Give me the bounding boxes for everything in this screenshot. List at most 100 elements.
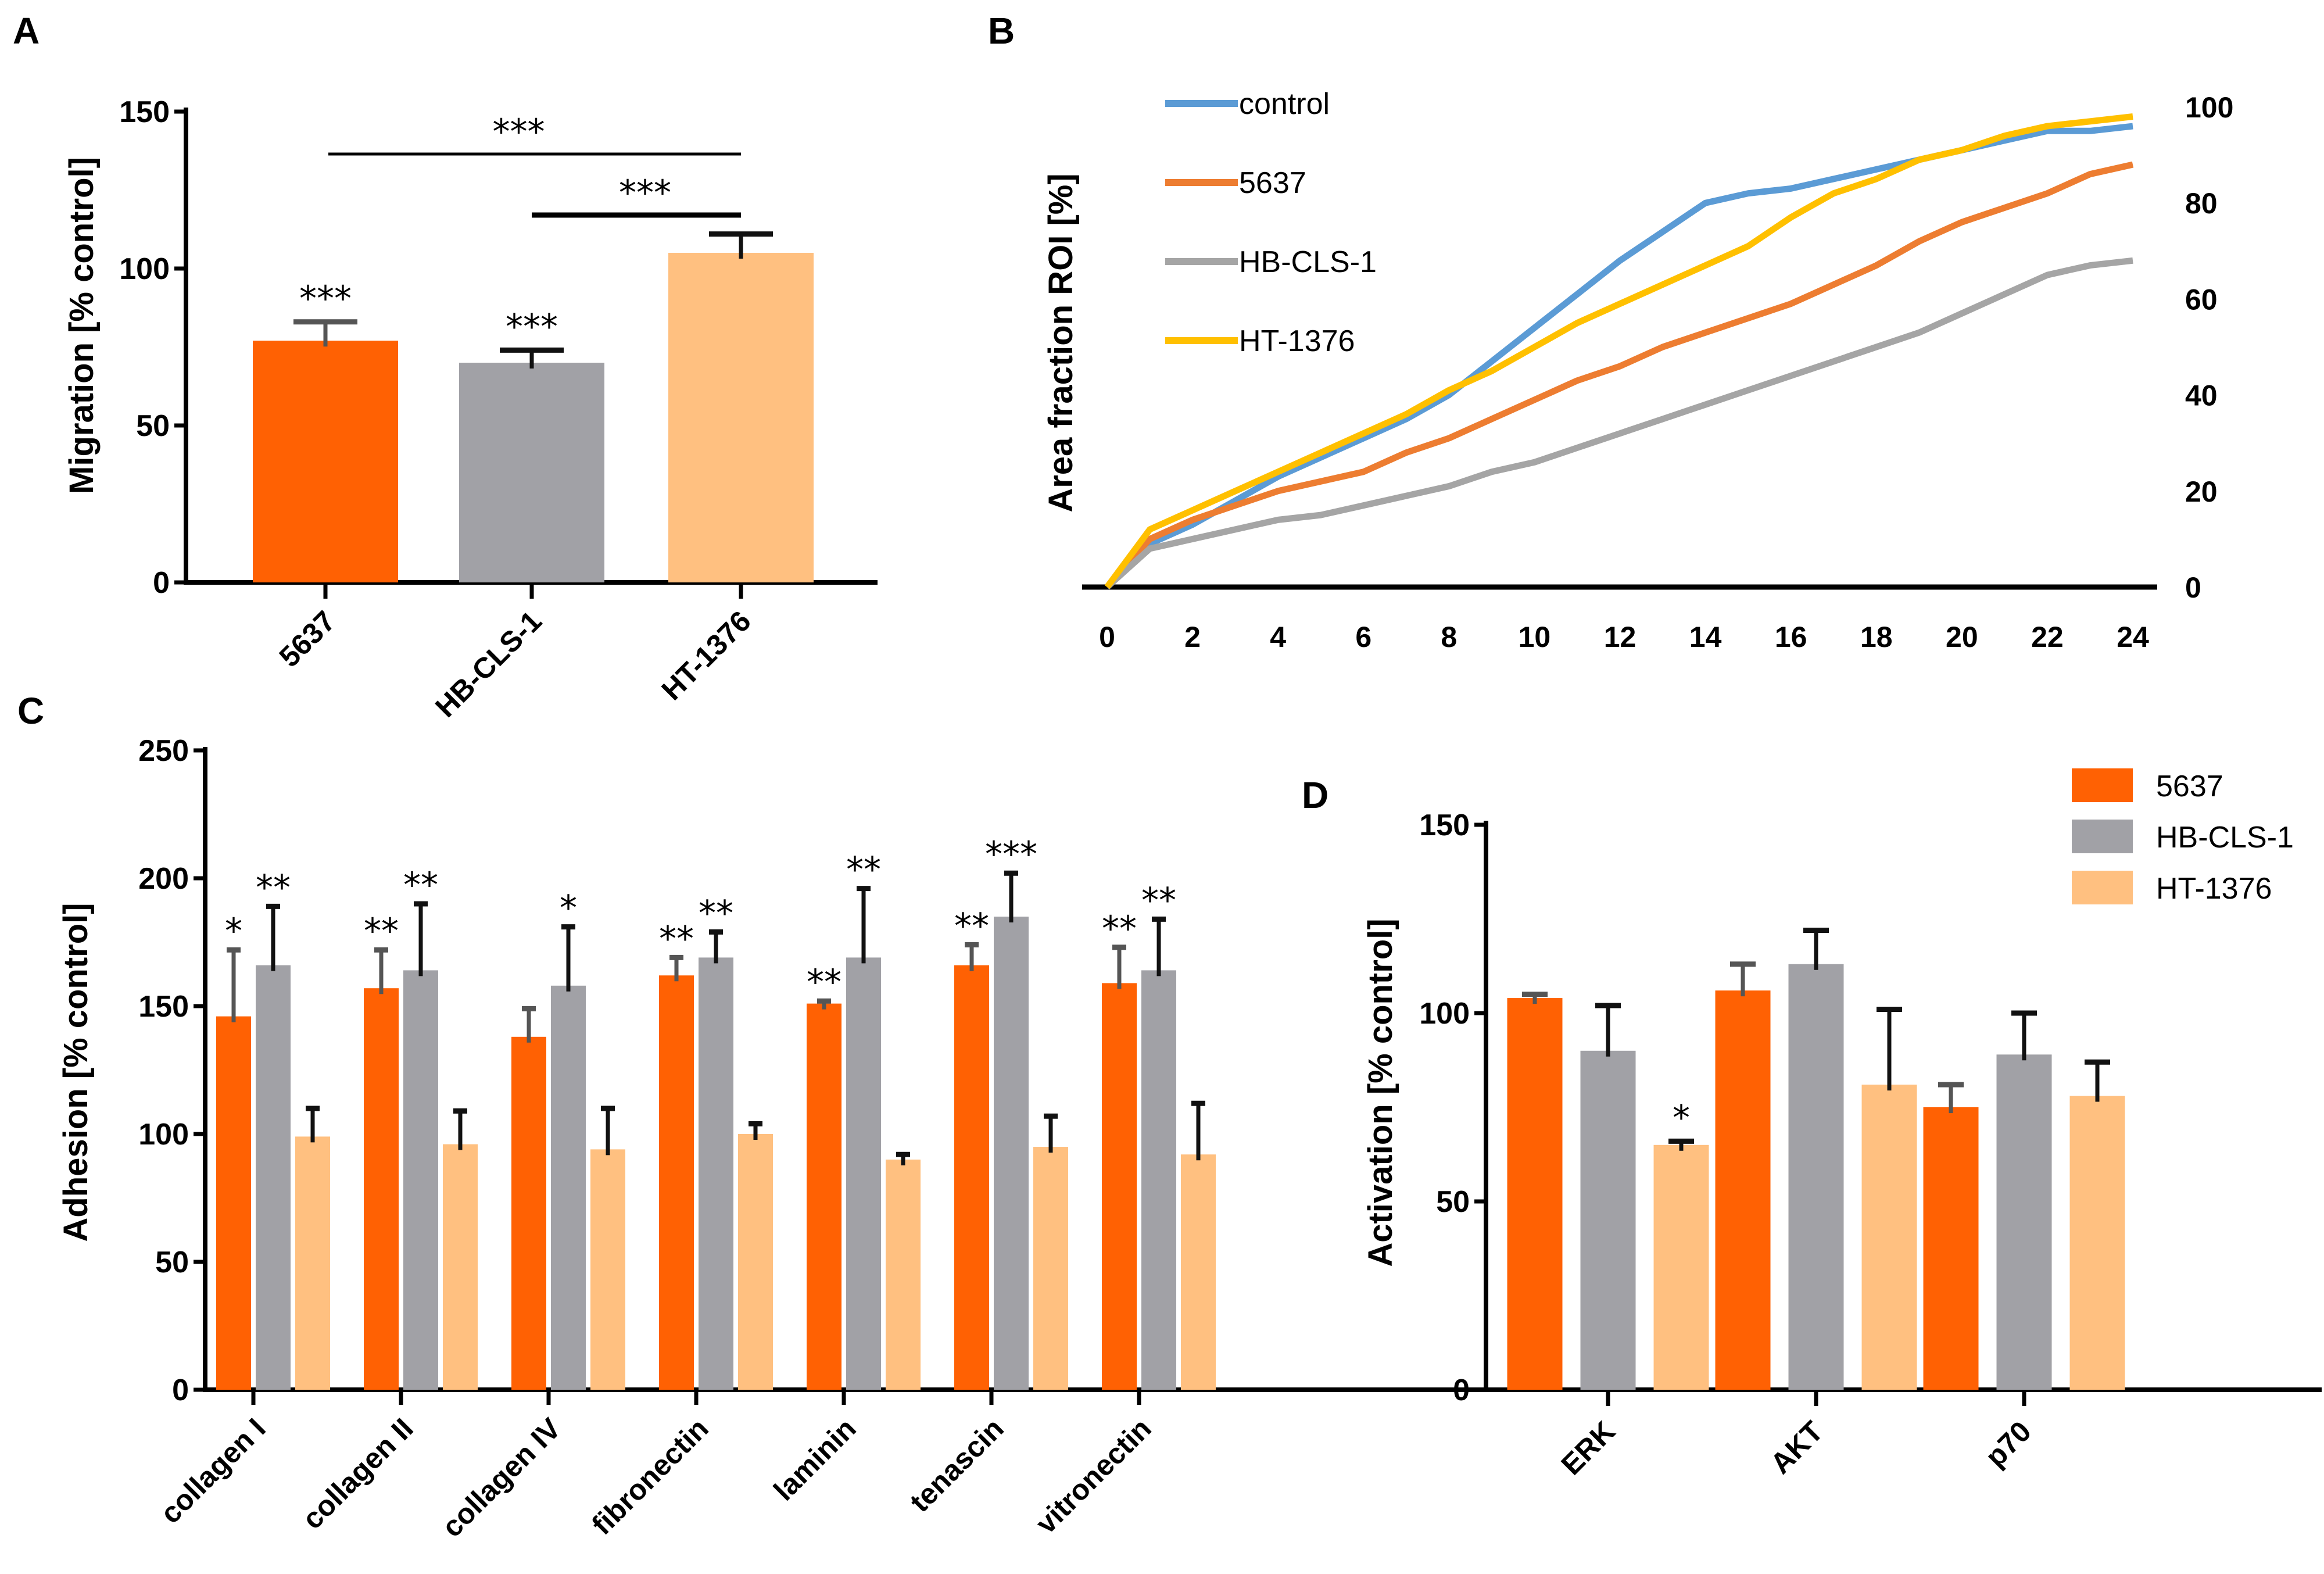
panel-b-line-HT-1376 [1104,113,2133,589]
panel-c-significance: ** [954,906,989,946]
panel-c-bar [443,1144,478,1390]
panel-b-line-HB-CLS-1 [1105,257,2133,590]
panel-letter-a: A [13,10,40,52]
panel-c-bar [295,1136,330,1390]
panel-d-legend-swatch [2072,820,2133,853]
panel-c-bar [511,1036,546,1390]
panel-b-ylabel: Area fraction ROI [%] [1042,173,1080,512]
panel-c-bar [886,1160,921,1390]
panel-c-bar [954,965,989,1390]
panel-a-x-tick-label: HT-1376 [656,604,757,706]
panel-c-y-tick-label: 150 [138,990,189,1024]
panel-b-x-tick-label: 14 [1689,621,1722,653]
panel-d-bar [1580,1050,1636,1390]
panel-b-legend-label: HB-CLS-1 [1239,245,1377,279]
panel-c-x-tick-label: vitronectin [1029,1412,1157,1540]
panel-a-x-tick-label: 5637 [273,604,342,673]
panel-c-significance: * [225,911,242,951]
panel-c-bar [699,957,733,1390]
panel-c-bar [846,957,881,1390]
panel-c-bar [1141,970,1176,1390]
panel-c-bar [256,965,291,1390]
panel-a-ylabel: Migration [% control] [63,157,101,494]
panel-c-x-tick-label: tenascin [904,1412,1010,1518]
panel-c-y-tick-label: 0 [172,1373,189,1407]
panel-a-bar-HB-CLS-1 [459,363,604,582]
panel-d-x-tick-label: ERK [1555,1415,1621,1481]
panel-a-comparison-label: *** [619,173,671,213]
panel-b-legend-label: control [1239,87,1330,121]
panel-c-x-tick-label: fibronectin [586,1412,715,1541]
panel-c-bar [590,1149,625,1390]
panel-c-y-tick-label: 100 [138,1118,189,1151]
panel-b-x-tick-label: 24 [2117,621,2149,653]
panel-a-significance: *** [506,306,558,347]
panel-c-bar [738,1134,773,1390]
panel-a-bar-5637 [253,341,398,582]
panel-d-x-tick-label: p70 [1979,1415,2037,1473]
panel-d-bar [1653,1144,1709,1390]
panel-c-y-tick-label: 250 [138,734,189,768]
panel-c-bar [1102,983,1137,1390]
panel-d-bar [1923,1107,1979,1390]
panel-c-x-tick-label: laminin [767,1412,862,1507]
panel-a-chart: 0 50 100 150 *** 5637 *** HB-CLS-1 HT-1376 *** *** [119,95,878,724]
panel-c-bar [364,988,399,1390]
panel-d-y-tick-label: 0 [1453,1373,1470,1407]
panel-b-line-5637 [1104,161,2134,589]
panel-c-significance: ** [846,850,881,890]
panel-c-significance: ** [256,867,291,908]
panel-b-y-tick-label: 40 [2185,380,2218,412]
panel-a-y-tick-label: 0 [153,566,170,600]
panel-c-bar [659,975,694,1390]
panel-c-significance: ** [403,865,438,906]
panel-c-ylabel: Adhesion [% control] [57,903,95,1242]
panel-b-x-tick-label: 4 [1270,621,1286,653]
panel-d-bar [2069,1096,2125,1390]
panel-letter-b: B [988,10,1015,52]
panel-d-legend-label: 5637 [2156,770,2223,803]
panel-c-significance: ** [659,918,694,959]
panel-c-significance: *** [985,834,1037,875]
panel-c-bar [807,1003,841,1390]
panel-b-x-tick-label: 10 [1519,621,1551,653]
panel-a-bar-HT-1376 [668,253,814,582]
panel-letter-c: C [17,690,44,732]
panel-c-significance: ** [807,962,841,1003]
panel-b-legend-label: HT-1376 [1239,324,1355,358]
panel-b-x-tick-label: 12 [1604,621,1637,653]
panel-c-bar [1033,1147,1068,1390]
panel-a-y-tick-label: 50 [136,409,170,443]
panel-b-x-tick-label: 8 [1441,621,1457,653]
panel-c-significance: ** [1102,908,1137,949]
panel-b-x-tick-label: 6 [1355,621,1372,653]
panel-d-chart: 0 50 100 150 * ERK AKT p70 5637 HB-CLS-1 HT-1376 [1419,768,2294,1481]
panel-d-x-tick-label: AKT [1764,1415,1829,1480]
panel-d-ylabel: Activation [% control] [1362,918,1399,1267]
panel-d-significance: * [1673,1097,1690,1138]
panel-b-x-tick-label: 0 [1099,621,1115,653]
panel-b-x-tick-label: 22 [2031,621,2064,653]
panel-d-legend-label: HT-1376 [2156,872,2272,906]
panel-a-x-tick-label: HB-CLS-1 [429,604,548,724]
panel-c-bar [1181,1154,1216,1390]
panel-d-bar [1788,964,1844,1390]
panel-b-y-tick-label: 20 [2185,475,2218,508]
panel-c-y-tick-label: 200 [138,862,189,896]
panel-d-legend-swatch [2072,871,2133,904]
panel-c-significance: * [560,888,577,929]
panel-c-x-tick-label: collagen II [296,1412,419,1535]
panel-b-y-tick-label: 0 [2185,571,2201,604]
panel-c-significance: ** [699,893,733,933]
panel-c-bar [216,1016,251,1390]
panel-d-bar [1715,990,1771,1390]
panel-c-y-tick-label: 50 [155,1246,189,1279]
panel-c-bar [551,985,586,1390]
panel-d-bar [1507,998,1563,1390]
panel-a-comparison-label: *** [493,112,545,152]
panel-c-bar [403,970,438,1390]
panel-a-y-tick-label: 150 [119,95,170,129]
panel-b-y-tick-label: 80 [2185,187,2218,220]
